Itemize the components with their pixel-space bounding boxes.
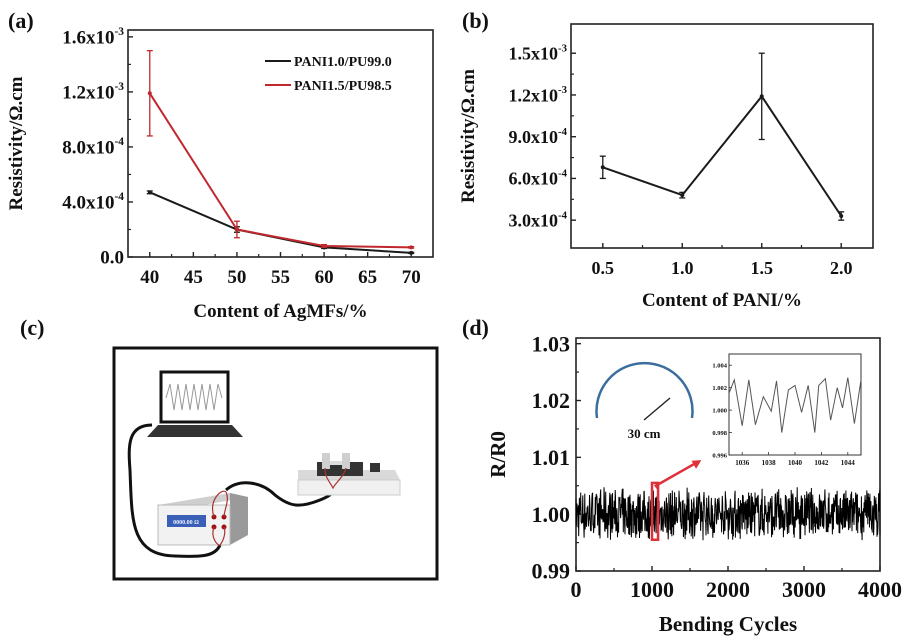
resistance-meter: 0000.00 Ω: [157, 490, 248, 546]
y-axis-label: Resistivity/Ω.cm: [6, 76, 27, 210]
x-tick-label: 4000: [858, 577, 902, 602]
x-axis-label: Bending Cycles: [659, 612, 797, 636]
inset-x-tick-label: 1038: [762, 459, 777, 467]
inset-x-tick-label: 1040: [788, 459, 803, 467]
y-tick-label: 0.0: [100, 248, 124, 269]
inset-y-tick-label: 1.002: [712, 385, 727, 392]
x-tick-label: 65: [358, 267, 377, 288]
highlight-box: [650, 481, 660, 541]
bending-stage: [297, 453, 401, 496]
series-line: [602, 94, 843, 217]
y-tick-label: 6.0x10-4: [509, 168, 568, 189]
y-tick-label: 1.2x10-3: [62, 81, 124, 104]
x-tick-label: 50: [227, 267, 246, 288]
x-axis-label: Content of AgMFs/%: [193, 301, 367, 322]
laptop-icon: [147, 370, 243, 437]
chart-b: 0.5 1.0 1.5 2.0 3.0x10-4 6.0x10-4 9.0x10-4 1.2x…: [458, 23, 874, 311]
x-tick-label: 40: [140, 267, 159, 288]
chart-a: 40 45 50 55 60 65 70 0.0 4.0x10-4 8.0x10-4 1.2x10-…: [6, 26, 434, 322]
data-point: [759, 94, 764, 99]
data-point: [322, 243, 327, 248]
y-tick-label: 1.03: [532, 331, 571, 356]
highlight-arrow: [653, 463, 695, 490]
bend-arc: [595, 361, 694, 419]
inset-frame: [728, 353, 862, 456]
inset-x-tick-label: 1044: [841, 459, 856, 467]
y-tick-label: 1.02: [532, 388, 571, 413]
cable-laptop-meter: [127, 423, 222, 558]
x-axis-label: Content of PANI/%: [642, 290, 802, 311]
inset-x-tick-label: 1036: [735, 459, 750, 467]
x-tick-label: 0: [571, 577, 582, 602]
x-tick-label: 60: [315, 267, 334, 288]
y-tick-label: 3.0x10-4: [509, 209, 568, 230]
x-tick-label: 3000: [782, 577, 826, 602]
x-tick-label: 2.0: [830, 258, 853, 278]
data-point: [600, 165, 605, 170]
setup-schematic: 0000.00 Ω: [112, 346, 439, 581]
x-tick-label: 0.5: [592, 258, 615, 278]
y-tick-label: 1.6x10-3: [62, 26, 124, 49]
data-point: [409, 245, 414, 250]
y-axis-label: R/R0: [486, 431, 510, 478]
y-tick-label: 1.5x10-3: [509, 42, 568, 63]
x-tick-label: 45: [184, 267, 203, 288]
inset-y-tick-label: 0.998: [712, 430, 727, 437]
series-line: [148, 92, 412, 249]
plot-frame: [570, 23, 874, 249]
radius-line: [643, 397, 671, 421]
inset-y-tick-label: 1.004: [712, 363, 727, 370]
legend-label: PANI1.5/PU98.5: [294, 79, 392, 94]
inset-y-tick-label: 0.996: [712, 453, 727, 460]
x-tick-label: 1000: [630, 577, 674, 602]
data-point: [680, 193, 685, 198]
data-point: [839, 214, 844, 218]
x-tick-label: 1.5: [750, 258, 773, 278]
y-tick-label: 4.0x10-4: [62, 191, 124, 214]
chart-d: 0 1000 2000 3000 4000 0.99 1.00 1.01 1.02 1.03 Ben…: [486, 331, 902, 636]
inset-x-tick-label: 1042: [814, 459, 829, 467]
data-point: [147, 91, 152, 96]
data-point: [234, 227, 239, 232]
panel-label-c: (c): [20, 315, 44, 340]
x-tick-label: 55: [271, 267, 290, 288]
y-axis-label: Resistivity/Ω.cm: [458, 69, 479, 203]
x-tick-label: 2000: [706, 577, 750, 602]
meter-display: [167, 515, 206, 527]
panel-label-d: (d): [462, 315, 489, 340]
y-tick-label: 9.0x10-4: [509, 126, 568, 147]
data-point: [409, 250, 414, 255]
y-tick-label: 8.0x10-4: [62, 136, 124, 159]
inset-series-line: [728, 377, 862, 433]
legend-label: PANI1.0/PU99.0: [294, 55, 392, 70]
y-tick-label: 1.2x10-3: [509, 84, 568, 105]
arrow-head: [691, 460, 702, 469]
series-line: [149, 191, 412, 254]
x-tick-label: 70: [402, 267, 421, 288]
x-tick-label: 1.0: [671, 258, 694, 278]
panel-label-b: (b): [462, 8, 489, 33]
y-tick-label: 1.00: [532, 502, 571, 527]
inset-y-tick-label: 1.000: [712, 408, 727, 415]
series-trace: [575, 487, 881, 541]
data-point: [147, 190, 152, 195]
bend-radius-label: 30 cm: [628, 426, 661, 441]
y-tick-label: 0.99: [532, 559, 571, 584]
svg-text:0000.00 Ω: 0000.00 Ω: [173, 520, 199, 526]
y-tick-label: 1.01: [532, 445, 571, 470]
panel-label-a: (a): [8, 8, 34, 33]
